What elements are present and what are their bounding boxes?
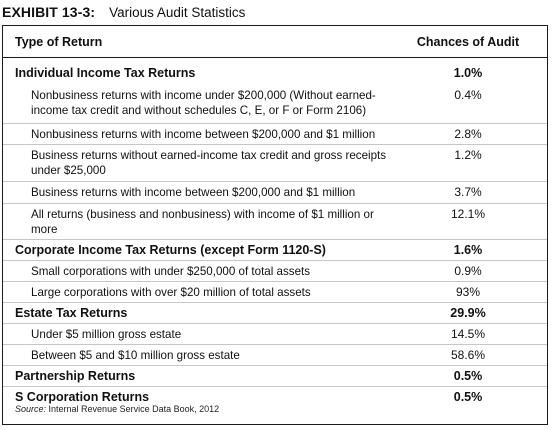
table-row: Between $5 and $10 million gross estate …: [3, 344, 547, 366]
table-row: Individual Income Tax Returns 1.0%: [3, 64, 547, 82]
row-label: Under $5 million gross estate: [31, 328, 182, 341]
table-row: Under $5 million gross estate 14.5%: [3, 323, 547, 345]
row-label: Nonbusiness returns with income between …: [31, 128, 376, 141]
table-row: S Corporation Returns 0.5%: [3, 386, 547, 405]
table-row: Estate Tax Returns 29.9%: [3, 302, 547, 324]
source-prefix: Source:: [15, 404, 47, 414]
row-value: 1.0%: [453, 66, 483, 80]
source-text: Internal Revenue Service Data Book, 2012: [46, 404, 220, 414]
source-note: Source: Internal Revenue Service Data Bo…: [15, 404, 219, 414]
row-value: 0.9%: [454, 264, 482, 278]
row-value: 14.5%: [450, 327, 486, 341]
table-row: Partnership Returns 0.5%: [3, 365, 547, 387]
table-row: Corporate Income Tax Returns (except For…: [3, 239, 547, 261]
table-row: Nonbusiness returns with income under $2…: [3, 85, 547, 122]
row-value: 1.6%: [453, 243, 483, 257]
table-row: All returns (business and nonbusiness) w…: [3, 203, 547, 240]
row-label: Between $5 and $10 million gross estate: [31, 349, 240, 362]
row-label: All returns (business and nonbusiness) w…: [31, 208, 374, 236]
row-value: 12.1%: [450, 207, 486, 221]
row-label: Business returns with income between $20…: [31, 186, 356, 199]
row-value: 0.5%: [453, 390, 483, 404]
row-label: Individual Income Tax Returns: [15, 66, 196, 80]
row-value: 2.8%: [454, 127, 482, 141]
row-value: 29.9%: [450, 306, 486, 320]
row-value: 0.4%: [454, 88, 482, 102]
table-row: Business returns without earned-income t…: [3, 144, 547, 181]
row-label: Small corporations with under $250,000 o…: [31, 265, 311, 278]
column-header-chance: Chances of Audit: [416, 35, 520, 49]
table-row: Large corporations with over $20 million…: [3, 281, 547, 303]
row-label: Estate Tax Returns: [15, 306, 128, 320]
row-label: S Corporation Returns: [15, 390, 150, 404]
table-row: Business returns with income between $20…: [3, 181, 547, 202]
row-value: 3.7%: [454, 185, 482, 199]
row-label: Partnership Returns: [15, 369, 136, 383]
row-label: Business returns without earned-income t…: [31, 149, 387, 177]
exhibit-title: Various Audit Statistics: [109, 4, 246, 20]
audit-statistics-table: Type of Return Chances of Audit Individu…: [2, 25, 548, 425]
row-label: Corporate Income Tax Returns (except For…: [15, 243, 326, 257]
table-header: Type of Return Chances of Audit: [3, 26, 547, 58]
exhibit-heading: EXHIBIT 13-3: Various Audit Statistics: [2, 1, 245, 23]
table-row: Small corporations with under $250,000 o…: [3, 260, 547, 282]
column-header-type: Type of Return: [15, 35, 103, 49]
row-value: 93%: [455, 285, 481, 299]
row-label: Nonbusiness returns with income under $2…: [31, 89, 376, 117]
row-value: 1.2%: [454, 148, 482, 162]
exhibit-label: EXHIBIT 13-3:: [2, 4, 96, 20]
table-row: Nonbusiness returns with income between …: [3, 123, 547, 144]
row-value: 58.6%: [450, 348, 486, 362]
row-value: 0.5%: [453, 369, 483, 383]
row-label: Large corporations with over $20 million…: [31, 286, 311, 299]
